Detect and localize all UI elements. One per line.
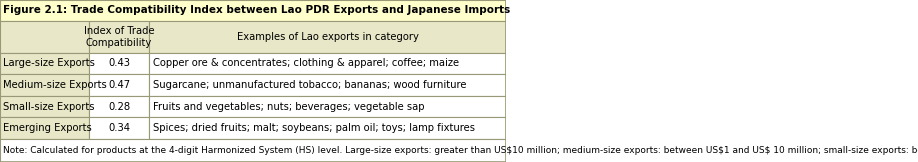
Bar [0, 53, 89, 74]
Bar [150, 117, 507, 139]
Bar [89, 117, 150, 139]
Bar [89, 96, 150, 117]
Text: 0.28: 0.28 [108, 102, 130, 111]
Text: 0.43: 0.43 [108, 58, 130, 68]
Bar [150, 96, 507, 117]
Bar [89, 74, 150, 96]
Text: Copper ore & concentrates; clothing & apparel; coffee; maize: Copper ore & concentrates; clothing & ap… [153, 58, 460, 68]
Text: 0.47: 0.47 [108, 80, 130, 90]
Text: Figure 2.1: Trade Compatibility Index between Lao PDR Exports and Japanese Impor: Figure 2.1: Trade Compatibility Index be… [3, 5, 509, 15]
Text: Fruits and vegetables; nuts; beverages; vegetable sap: Fruits and vegetables; nuts; beverages; … [153, 102, 425, 111]
Text: Emerging Exports: Emerging Exports [3, 123, 91, 133]
Text: 0.34: 0.34 [108, 123, 130, 133]
Text: Index of Trade
Compatibility: Index of Trade Compatibility [84, 26, 154, 47]
Text: Small-size Exports: Small-size Exports [3, 102, 94, 111]
Text: Note: Calculated for products at the 4-digit Harmonized System (HS) level. Large: Note: Calculated for products at the 4-d… [3, 146, 918, 155]
Text: Examples of Lao exports in category: Examples of Lao exports in category [237, 32, 419, 42]
Bar [150, 21, 507, 53]
Text: Medium-size Exports: Medium-size Exports [3, 80, 106, 90]
Text: Large-size Exports: Large-size Exports [3, 58, 95, 68]
Bar [0, 21, 89, 53]
Bar [0, 0, 507, 21]
Text: Spices; dried fruits; malt; soybeans; palm oil; toys; lamp fixtures: Spices; dried fruits; malt; soybeans; pa… [153, 123, 476, 133]
Bar [0, 117, 89, 139]
Bar [150, 53, 507, 74]
Bar [0, 96, 89, 117]
Bar [0, 74, 89, 96]
Bar [89, 21, 150, 53]
Bar [0, 139, 507, 162]
Bar [150, 74, 507, 96]
Bar [89, 53, 150, 74]
Text: Sugarcane; unmanufactured tobacco; bananas; wood furniture: Sugarcane; unmanufactured tobacco; banan… [153, 80, 467, 90]
